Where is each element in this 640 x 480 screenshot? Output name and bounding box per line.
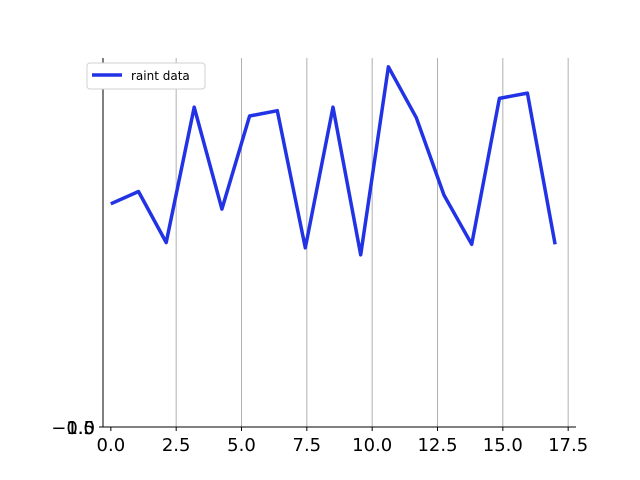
x-tick-label: 7.5 xyxy=(293,435,322,456)
legend: raint data xyxy=(86,62,206,90)
x-tick-label: 17.5 xyxy=(548,435,588,456)
x-gridlines xyxy=(175,58,569,427)
x-axis-ticks: 0.0 2.5 5.0 7.5 10.0 12.5 15.0 17.5 xyxy=(97,427,588,456)
x-tick-label: 0.0 xyxy=(97,435,126,456)
series-line xyxy=(110,65,557,257)
x-tick-label: 2.5 xyxy=(162,435,191,456)
x-tick-label: 15.0 xyxy=(483,435,523,456)
x-tick-label: 5.0 xyxy=(227,435,256,456)
y-tick-label: 0.5 xyxy=(66,418,95,439)
y-axis-ticks: −1.00.51.0 xyxy=(51,418,103,439)
y-tick-label: 1.0 xyxy=(66,418,95,439)
x-tick-label: 10.0 xyxy=(352,435,392,456)
legend-label: raint data xyxy=(131,69,190,83)
y-tick-label: −1.0 xyxy=(51,418,95,439)
x-tick-label: 12.5 xyxy=(417,435,457,456)
legend-box xyxy=(86,62,206,90)
